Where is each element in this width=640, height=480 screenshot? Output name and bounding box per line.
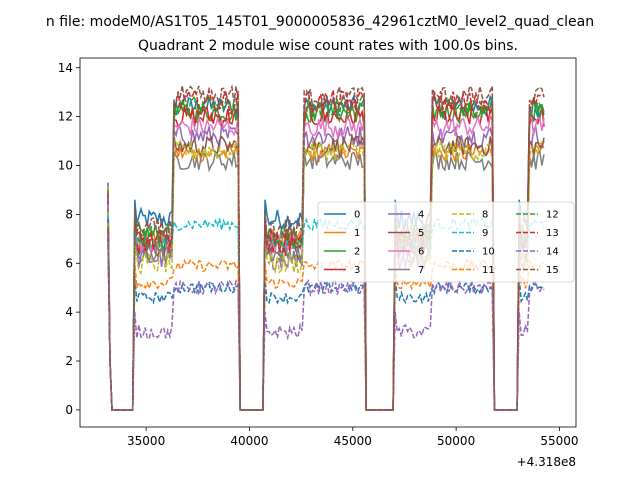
chart-title: Quadrant 2 module wise count rates with … (138, 38, 518, 54)
legend-label: 7 (418, 265, 424, 276)
legend-label: 4 (418, 210, 424, 221)
y-tick-label: 4 (65, 305, 73, 319)
x-tick-label: 55000 (540, 434, 578, 448)
legend-label: 0 (354, 210, 360, 221)
x-tick-label: 50000 (437, 434, 475, 448)
legend-label: 8 (482, 210, 488, 221)
legend-label: 15 (546, 265, 559, 276)
legend-label: 10 (482, 247, 495, 258)
legend-label: 1 (354, 228, 360, 239)
legend-label: 9 (482, 228, 488, 239)
series-line-8 (107, 138, 545, 411)
series-line-6 (107, 113, 545, 411)
legend-label: 12 (546, 210, 559, 221)
plot-frame (79, 57, 577, 428)
y-tick-label: 10 (58, 159, 73, 173)
x-tick-label: 35000 (127, 434, 165, 448)
legend-label: 13 (546, 228, 559, 239)
series-line-15 (107, 84, 545, 411)
series-line-13 (107, 88, 545, 411)
y-tick-label: 12 (58, 110, 73, 124)
legend-label: 11 (482, 265, 495, 276)
y-tick-label: 2 (65, 354, 73, 368)
x-axis: 35000 40000 45000 50000 55000 (127, 427, 579, 448)
legend-box (317, 201, 575, 283)
legend-label: 6 (418, 247, 424, 258)
y-axis: 0 2 4 6 8 10 12 14 (58, 61, 80, 417)
x-tick-label: 45000 (334, 434, 372, 448)
legend-label: 2 (354, 247, 360, 258)
y-tick-label: 14 (58, 61, 73, 75)
series-line-4 (107, 124, 545, 411)
y-tick-label: 8 (65, 207, 73, 221)
x-offset-label: +4.318e8 (517, 455, 576, 469)
legend-label: 5 (418, 228, 424, 239)
chart-suptitle: n file: modeM0/AS1T05_145T01_9000005836_… (46, 14, 594, 30)
x-tick-label: 40000 (230, 434, 268, 448)
legend-label: 14 (546, 247, 559, 258)
y-tick-label: 0 (65, 403, 73, 417)
y-tick-label: 6 (65, 256, 73, 270)
legend-label: 3 (354, 265, 360, 276)
